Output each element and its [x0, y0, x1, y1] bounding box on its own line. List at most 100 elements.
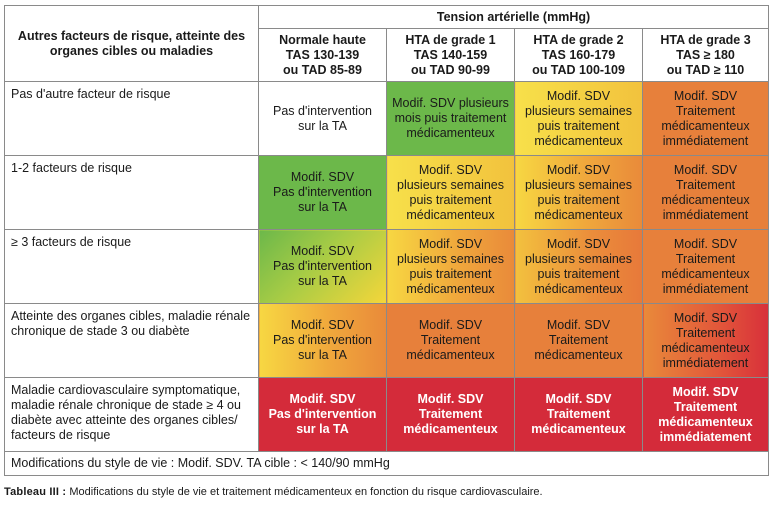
cell-line: Modif. SDV	[673, 236, 738, 251]
cell-line: plusieurs semaines	[525, 177, 632, 192]
cell-line: médicamenteux	[534, 348, 623, 362]
cell-line: sur la TA	[298, 118, 347, 133]
cell-line: Traitement	[418, 407, 483, 421]
corner-header: Autres facteurs de risque, atteinte des …	[4, 5, 259, 82]
cell-line: Modif. SDV	[672, 384, 739, 399]
cell-line: plusieurs semaines	[525, 103, 632, 118]
table-cell: Modif. SDV Pas d'intervention sur la TA	[258, 377, 387, 452]
column-dia-range: ou TAD 100-109	[532, 62, 625, 77]
table-footer-note: Modifications du style de vie : Modif. S…	[3, 451, 770, 476]
cell-line: médicamenteux	[406, 126, 495, 140]
column-sys-range: TAS 140-159	[413, 47, 488, 62]
cell-line: Pas d'intervention	[273, 259, 372, 273]
column-sys-range: TAS 160-179	[541, 47, 616, 62]
cell-line: médicamenteux	[403, 422, 498, 436]
column-title: HTA de grade 1	[405, 32, 496, 47]
column-title: Normale haute	[279, 32, 366, 47]
row-header-3-plus-risk-factors: ≥ 3 facteurs de risque	[4, 229, 259, 304]
cell-line: médicamenteux	[661, 192, 750, 207]
cell-line: médicamenteux	[531, 422, 626, 436]
column-header-grade-1: HTA de grade 1 TAS 140-159 ou TAD 90-99	[386, 28, 515, 82]
table-cell: Modif. SDV plusieurs semaines puis trait…	[514, 81, 643, 156]
cell-line: sur la TA	[298, 348, 347, 362]
cell-line: Modif. SDV plusieurs	[392, 96, 509, 110]
cell-line: médicamenteux	[658, 414, 753, 429]
cell-line: immédiatement	[659, 429, 752, 444]
caption-label: Tableau III :	[4, 486, 67, 498]
table-cell: Modif. SDV Traitement médicamenteux	[514, 303, 643, 378]
table-cell: Modif. SDV Traitement médicamenteux	[514, 377, 643, 452]
cell-line: puis traitement	[409, 266, 492, 281]
cell-line: Modif. SDV	[546, 236, 611, 251]
column-sys-range: TAS ≥ 180	[676, 47, 735, 62]
cell-line: médicamenteux	[406, 348, 495, 362]
cell-line: Pas d'intervention	[268, 407, 377, 421]
cell-line: Modif. SDV	[418, 162, 483, 177]
cell-line: médicamenteux	[406, 281, 495, 296]
table-cell: Modif. SDV Pas d'intervention sur la TA	[258, 155, 387, 230]
cell-line: sur la TA	[298, 200, 347, 214]
caption-text: Modifications du style de vie et traitem…	[66, 486, 543, 498]
cell-line: plusieurs semaines	[525, 251, 632, 266]
table-cell: Modif. SDV Traitement médicamenteux immé…	[641, 229, 770, 304]
cell-line: Pas d'intervention	[273, 333, 372, 347]
column-header-normale-haute: Normale haute TAS 130-139 ou TAD 85-89	[258, 28, 387, 82]
row-header-symptomatic-cvd: Maladie cardiovasculaire symptomatique, …	[4, 377, 259, 452]
cell-line: Pas d'intervention	[273, 103, 372, 118]
cell-line: immédiatement	[662, 133, 749, 148]
table-cell: Modif. SDV Traitement médicamenteux immé…	[641, 377, 770, 452]
cell-line: puis traitement	[537, 192, 620, 207]
table-cell: Modif. SDV plusieurs semaines puis trait…	[386, 229, 515, 304]
cell-line: Modif. SDV	[546, 162, 611, 177]
table-cell: Modif. SDV Traitement médicamenteux	[386, 377, 515, 452]
cell-line: puis traitement	[537, 118, 620, 133]
risk-table: Autres facteurs de risque, atteinte des …	[3, 5, 770, 476]
cell-line: médicamenteux	[661, 266, 750, 281]
table-cell: Modif. SDV Traitement médicamenteux	[386, 303, 515, 378]
table-cell: Modif. SDV plusieurs mois puis traitemen…	[386, 81, 515, 156]
table-cell: Modif. SDV Traitement médicamenteux immé…	[641, 303, 770, 378]
column-title: HTA de grade 2	[533, 32, 624, 47]
column-dia-range: ou TAD ≥ 110	[666, 62, 745, 77]
cell-line: Traitement	[675, 177, 736, 192]
cell-line: Modif. SDV	[545, 392, 612, 406]
cell-line: immédiatement	[662, 355, 749, 370]
cell-line: Modif. SDV	[418, 318, 483, 332]
cell-line: immédiatement	[662, 281, 749, 296]
group-header: Tension artérielle (mmHg)	[257, 5, 770, 29]
table-cell: Modif. SDV Pas d'intervention sur la TA	[258, 229, 387, 304]
cell-line: Modif. SDV	[290, 244, 355, 258]
table-cell: Modif. SDV plusieurs semaines puis trait…	[514, 155, 643, 230]
cell-line: médicamenteux	[661, 340, 750, 355]
cell-line: Modif. SDV	[673, 162, 738, 177]
cell-line: Modif. SDV	[673, 88, 738, 103]
cell-line: Traitement	[546, 407, 611, 421]
column-title: HTA de grade 3	[660, 32, 751, 47]
cell-line: Modif. SDV	[418, 236, 483, 251]
cell-line: Pas d'intervention	[273, 185, 372, 199]
table-cell: Modif. SDV plusieurs semaines puis trait…	[386, 155, 515, 230]
table-cell: Modif. SDV plusieurs semaines puis trait…	[514, 229, 643, 304]
cell-line: médicamenteux	[661, 118, 750, 133]
cell-line: médicamenteux	[534, 133, 623, 148]
table-cell: Modif. SDV Traitement médicamenteux immé…	[641, 155, 770, 230]
cell-line: médicamenteux	[534, 281, 623, 296]
row-header-1-2-risk-factors: 1-2 facteurs de risque	[4, 155, 259, 230]
cell-line: plusieurs semaines	[397, 251, 504, 266]
cell-line: médicamenteux	[406, 207, 495, 222]
column-dia-range: ou TAD 90-99	[411, 62, 490, 77]
column-header-grade-2: HTA de grade 2 TAS 160-179 ou TAD 100-10…	[514, 28, 643, 82]
cell-line: Modif. SDV	[546, 88, 611, 103]
cell-line: Traitement	[675, 325, 736, 340]
table-caption: Tableau III : Modifications du style de …	[4, 486, 543, 498]
cell-line: mois puis traitement	[394, 111, 507, 125]
cell-line: Traitement	[675, 103, 736, 118]
cell-line: Traitement	[675, 251, 736, 266]
cell-line: Traitement	[548, 333, 609, 347]
cell-line: Modif. SDV	[673, 310, 738, 325]
cell-line: Modif. SDV	[290, 170, 355, 184]
table-cell: Modif. SDV Traitement médicamenteux immé…	[641, 81, 770, 156]
column-dia-range: ou TAD 85-89	[283, 62, 362, 77]
cell-line: médicamenteux	[534, 207, 623, 222]
cell-line: Modif. SDV	[417, 392, 484, 406]
